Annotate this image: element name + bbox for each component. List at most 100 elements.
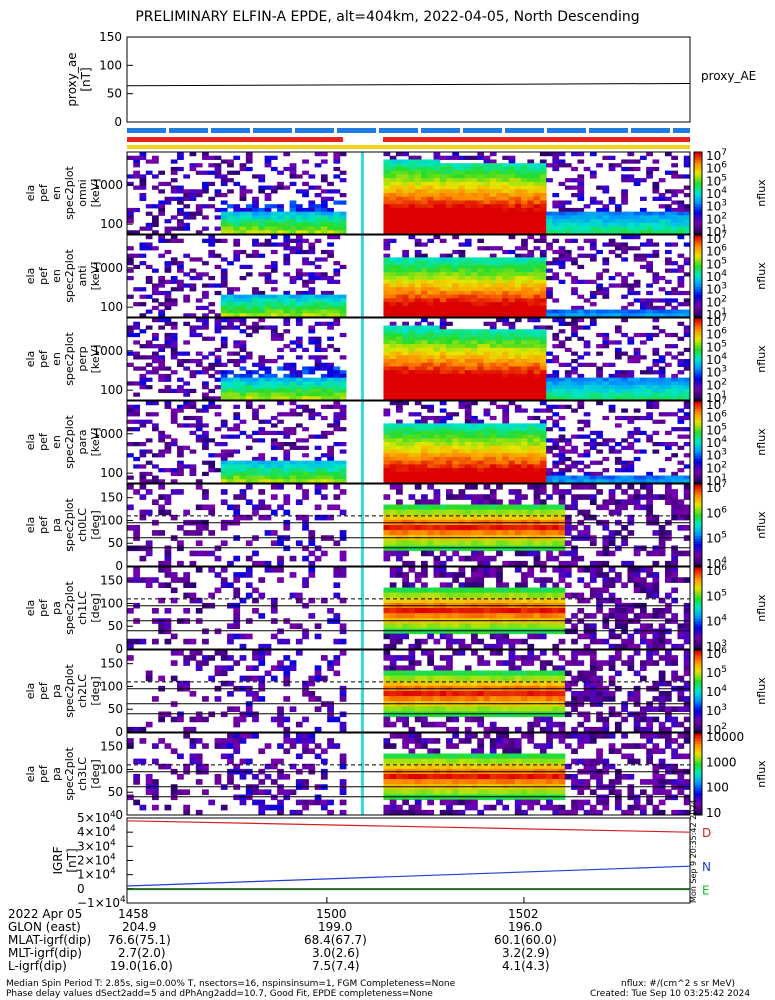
spectrogram-cell — [421, 560, 428, 567]
spectrogram-cell — [558, 279, 566, 284]
spectrogram-cell — [339, 555, 347, 562]
spectrogram-cell — [664, 456, 672, 462]
spectrogram-cell — [464, 264, 472, 270]
spectrogram-cell — [558, 152, 566, 157]
spectrogram-cell — [139, 196, 147, 201]
spectrogram-cell — [589, 215, 597, 220]
spectrogram-cell — [295, 226, 303, 231]
spectrogram-cell — [145, 276, 153, 281]
spectrogram-cell — [521, 396, 528, 401]
spectrogram-cell — [596, 309, 603, 314]
spectrogram-cell — [264, 468, 272, 473]
spectrogram-cell — [283, 166, 291, 172]
spectrogram-cell — [333, 427, 341, 432]
spectrogram-cell — [239, 207, 247, 213]
spectrogram-cell — [133, 351, 141, 356]
spectrogram-cell — [277, 385, 284, 390]
spectrogram-cell — [189, 430, 197, 436]
spectrogram-cell — [289, 362, 297, 367]
spectrogram-cell — [233, 222, 241, 228]
spectrogram-cell — [433, 283, 441, 288]
spectrogram-cell — [177, 200, 184, 205]
spectrogram-ylabel: en — [50, 269, 63, 283]
spectrogram-cell — [633, 313, 641, 318]
spectrogram-cell — [427, 321, 435, 326]
spectrogram-cell — [408, 313, 416, 318]
spectrogram-cell — [258, 215, 266, 220]
spectrogram-cell — [189, 530, 197, 536]
spectrogram-cell — [220, 479, 228, 484]
spectrogram-cell — [433, 159, 441, 164]
spectrogram-cell — [439, 181, 447, 187]
colorbar-segment — [694, 203, 702, 208]
spectrogram-cell — [427, 392, 435, 397]
spectrogram-cell — [471, 305, 478, 311]
spectrogram-cell — [295, 305, 303, 311]
spectrogram-cell — [589, 438, 597, 443]
spectrogram-cell — [258, 471, 266, 477]
spectrogram-cell — [202, 215, 209, 220]
spectrogram-cell — [677, 268, 685, 273]
spectrogram-cell — [646, 222, 653, 228]
spectrogram-cell — [677, 302, 685, 307]
spectrogram-cell — [295, 377, 303, 382]
spectrogram-cell — [552, 412, 560, 417]
spectrogram-cell — [127, 525, 134, 531]
spectrogram-cell — [533, 355, 541, 360]
spectrogram-cell — [589, 290, 597, 296]
spectrogram-cell — [439, 268, 447, 273]
spectrogram-cell — [621, 246, 628, 251]
spectrogram-cell — [208, 242, 216, 247]
spectrogram-cell — [414, 211, 422, 216]
spectrogram-cell — [502, 423, 510, 428]
spectrogram-cell — [439, 170, 447, 175]
spectrogram-cell — [496, 456, 503, 462]
spectrogram-cell — [683, 434, 691, 439]
spectrogram-cell — [283, 471, 291, 477]
spectrogram-cell — [489, 264, 497, 270]
spectrogram-cell — [627, 359, 635, 364]
spectrogram-cell — [158, 430, 166, 436]
spectrogram-cell — [333, 305, 341, 311]
spectrogram-cell — [283, 298, 291, 303]
spectrogram-cell — [433, 226, 441, 231]
spectrogram-cell — [170, 257, 178, 262]
spectrogram-cell — [683, 215, 691, 220]
spectrogram-cell — [208, 276, 216, 281]
spectrogram-cell — [133, 381, 141, 386]
spectrogram-cell — [539, 207, 547, 213]
spectrogram-cell — [389, 370, 397, 375]
spectrogram-cell — [427, 504, 435, 511]
spectrogram-cell — [521, 230, 528, 235]
spectrogram-cell — [502, 445, 510, 450]
spectrogram-cell — [502, 181, 510, 187]
spectrogram-cell — [220, 396, 228, 401]
spectrogram-cell — [239, 489, 247, 495]
spectrogram-cell — [521, 257, 528, 262]
spectrogram-cell — [402, 200, 409, 205]
spectrogram-cell — [589, 460, 597, 465]
spectrogram-cell — [283, 253, 291, 258]
spectrogram-cell — [458, 309, 466, 314]
spectrogram-cell — [195, 415, 203, 421]
spectrogram-cell — [527, 449, 535, 454]
spectrogram-cell — [264, 419, 272, 424]
spectrogram-cell — [195, 163, 203, 168]
spectrogram-cell — [552, 200, 560, 205]
spectrogram-cell — [539, 388, 547, 394]
spectrogram-cell — [264, 159, 272, 164]
spectrogram-cell — [220, 174, 228, 179]
spectrogram-cell — [195, 438, 203, 443]
spectrogram-cell — [339, 449, 347, 454]
spectrogram-cell — [664, 279, 672, 284]
spectrogram-cell — [439, 166, 447, 172]
spectrogram-cell — [258, 385, 266, 390]
spectrogram-cell — [552, 226, 560, 231]
spectrogram-cell — [283, 230, 291, 235]
spectrogram-cell — [164, 196, 172, 201]
spectrogram-cell — [202, 423, 209, 428]
spectrogram-cell — [139, 514, 147, 521]
spectrogram-cell — [227, 504, 234, 511]
spectrogram-cell — [239, 373, 247, 379]
spectrogram-cell — [314, 302, 322, 307]
